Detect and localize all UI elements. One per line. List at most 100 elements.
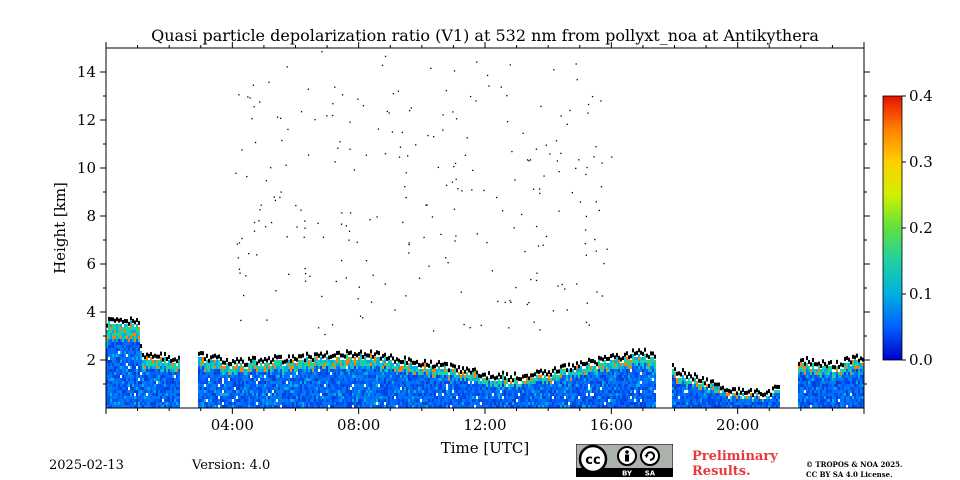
- heatmap-cell: [708, 405, 710, 408]
- heatmap-cell: [734, 396, 736, 399]
- heatmap-cell: [802, 399, 804, 402]
- heatmap-cell: [460, 393, 462, 396]
- heatmap-cell: [520, 402, 522, 405]
- heatmap-cell: [268, 366, 270, 369]
- heatmap-cell: [550, 405, 552, 408]
- heatmap-cell: [440, 390, 442, 393]
- cloud-edge: [596, 362, 598, 367]
- heatmap-cell: [150, 378, 152, 381]
- heatmap-cell: [422, 378, 424, 381]
- heatmap-cell: [582, 393, 584, 396]
- heatmap-cell: [650, 399, 652, 402]
- heatmap-cell: [124, 396, 126, 399]
- heatmap-cell: [550, 381, 552, 384]
- heatmap-cell: [556, 390, 558, 393]
- heatmap-cell: [672, 390, 674, 393]
- heatmap-cell: [812, 378, 814, 381]
- heatmap-cell: [220, 387, 222, 390]
- cloud-edge: [246, 362, 248, 367]
- heatmap-cell: [568, 375, 570, 378]
- heatmap-cell: [674, 375, 676, 378]
- heatmap-cell: [604, 381, 606, 384]
- heatmap-cell: [382, 396, 384, 399]
- heatmap-cell: [432, 390, 434, 393]
- heatmap-cell: [384, 384, 386, 387]
- heatmap-cell: [116, 339, 118, 342]
- heatmap-cell: [548, 375, 550, 378]
- heatmap-cell: [460, 381, 462, 384]
- cloud-edge: [400, 360, 402, 365]
- heatmap-cell: [472, 399, 474, 402]
- heatmap-cell: [326, 375, 328, 378]
- cloud-edge: [444, 361, 446, 366]
- cloud-edge: [416, 359, 418, 364]
- heatmap-cell: [384, 399, 386, 402]
- heatmap-cell: [338, 360, 340, 363]
- heatmap-cell: [440, 375, 442, 378]
- heatmap-cell: [338, 369, 340, 372]
- heatmap-cell: [134, 387, 136, 390]
- cloud-edge: [768, 389, 770, 394]
- heatmap-cell: [574, 384, 576, 387]
- cloud-edge: [578, 364, 580, 369]
- heatmap-cell: [582, 375, 584, 378]
- heatmap-cell: [232, 402, 234, 405]
- heatmap-cell: [376, 366, 378, 369]
- cloud-edge: [476, 370, 478, 375]
- heatmap-cell: [800, 390, 802, 393]
- heatmap-cell: [616, 393, 618, 396]
- heatmap-cell: [592, 405, 594, 408]
- heatmap-cell: [418, 378, 420, 381]
- heatmap-cell: [754, 405, 756, 408]
- heatmap-cell: [244, 384, 246, 387]
- heatmap-cell: [202, 381, 204, 384]
- heatmap-cell: [340, 363, 342, 366]
- heatmap-cell: [402, 387, 404, 390]
- heatmap-cell: [354, 360, 356, 363]
- heatmap-cell: [398, 369, 400, 372]
- heatmap-cell: [334, 366, 336, 369]
- heatmap-cell: [512, 384, 514, 387]
- heatmap-cell: [314, 387, 316, 390]
- cloud-edge: [224, 360, 226, 365]
- cloud-edge: [226, 357, 228, 362]
- cloud-edge: [830, 360, 832, 365]
- heatmap-cell: [810, 378, 812, 381]
- heatmap-cell: [138, 345, 140, 348]
- heatmap-cell: [636, 381, 638, 384]
- heatmap-cell: [620, 387, 622, 390]
- heatmap-cell: [232, 375, 234, 378]
- heatmap-cell: [150, 384, 152, 387]
- heatmap-cell: [254, 378, 256, 381]
- heatmap-cell: [724, 396, 726, 399]
- heatmap-cell: [460, 399, 462, 402]
- cloud-edge: [770, 392, 772, 397]
- heatmap-cell: [204, 381, 206, 384]
- heatmap-cell: [452, 369, 454, 372]
- heatmap-cell: [838, 375, 840, 378]
- heatmap-cell: [478, 393, 480, 396]
- heatmap-cell: [774, 399, 776, 402]
- heatmap-cell: [126, 396, 128, 399]
- heatmap-cell: [114, 357, 116, 360]
- heatmap-cell: [598, 378, 600, 381]
- heatmap-cell: [142, 396, 144, 399]
- heatmap-cell: [388, 363, 390, 366]
- heatmap-cell: [830, 378, 832, 381]
- heatmap-cell: [696, 390, 698, 393]
- heatmap-cell: [350, 357, 352, 360]
- cloud-edge: [294, 356, 296, 361]
- heatmap-cell: [152, 384, 154, 387]
- heatmap-cell: [258, 390, 260, 393]
- cloud-edge: [708, 383, 710, 388]
- heatmap-cell: [300, 402, 302, 405]
- heatmap-cell: [820, 381, 822, 384]
- heatmap-cell: [618, 393, 620, 396]
- heatmap-cell: [288, 360, 290, 363]
- heatmap-cell: [802, 363, 804, 366]
- heatmap-cell: [226, 399, 228, 402]
- heatmap-cell: [582, 387, 584, 390]
- heatmap-cell: [688, 378, 690, 381]
- heatmap-cell: [222, 378, 224, 381]
- heatmap-cell: [448, 399, 450, 402]
